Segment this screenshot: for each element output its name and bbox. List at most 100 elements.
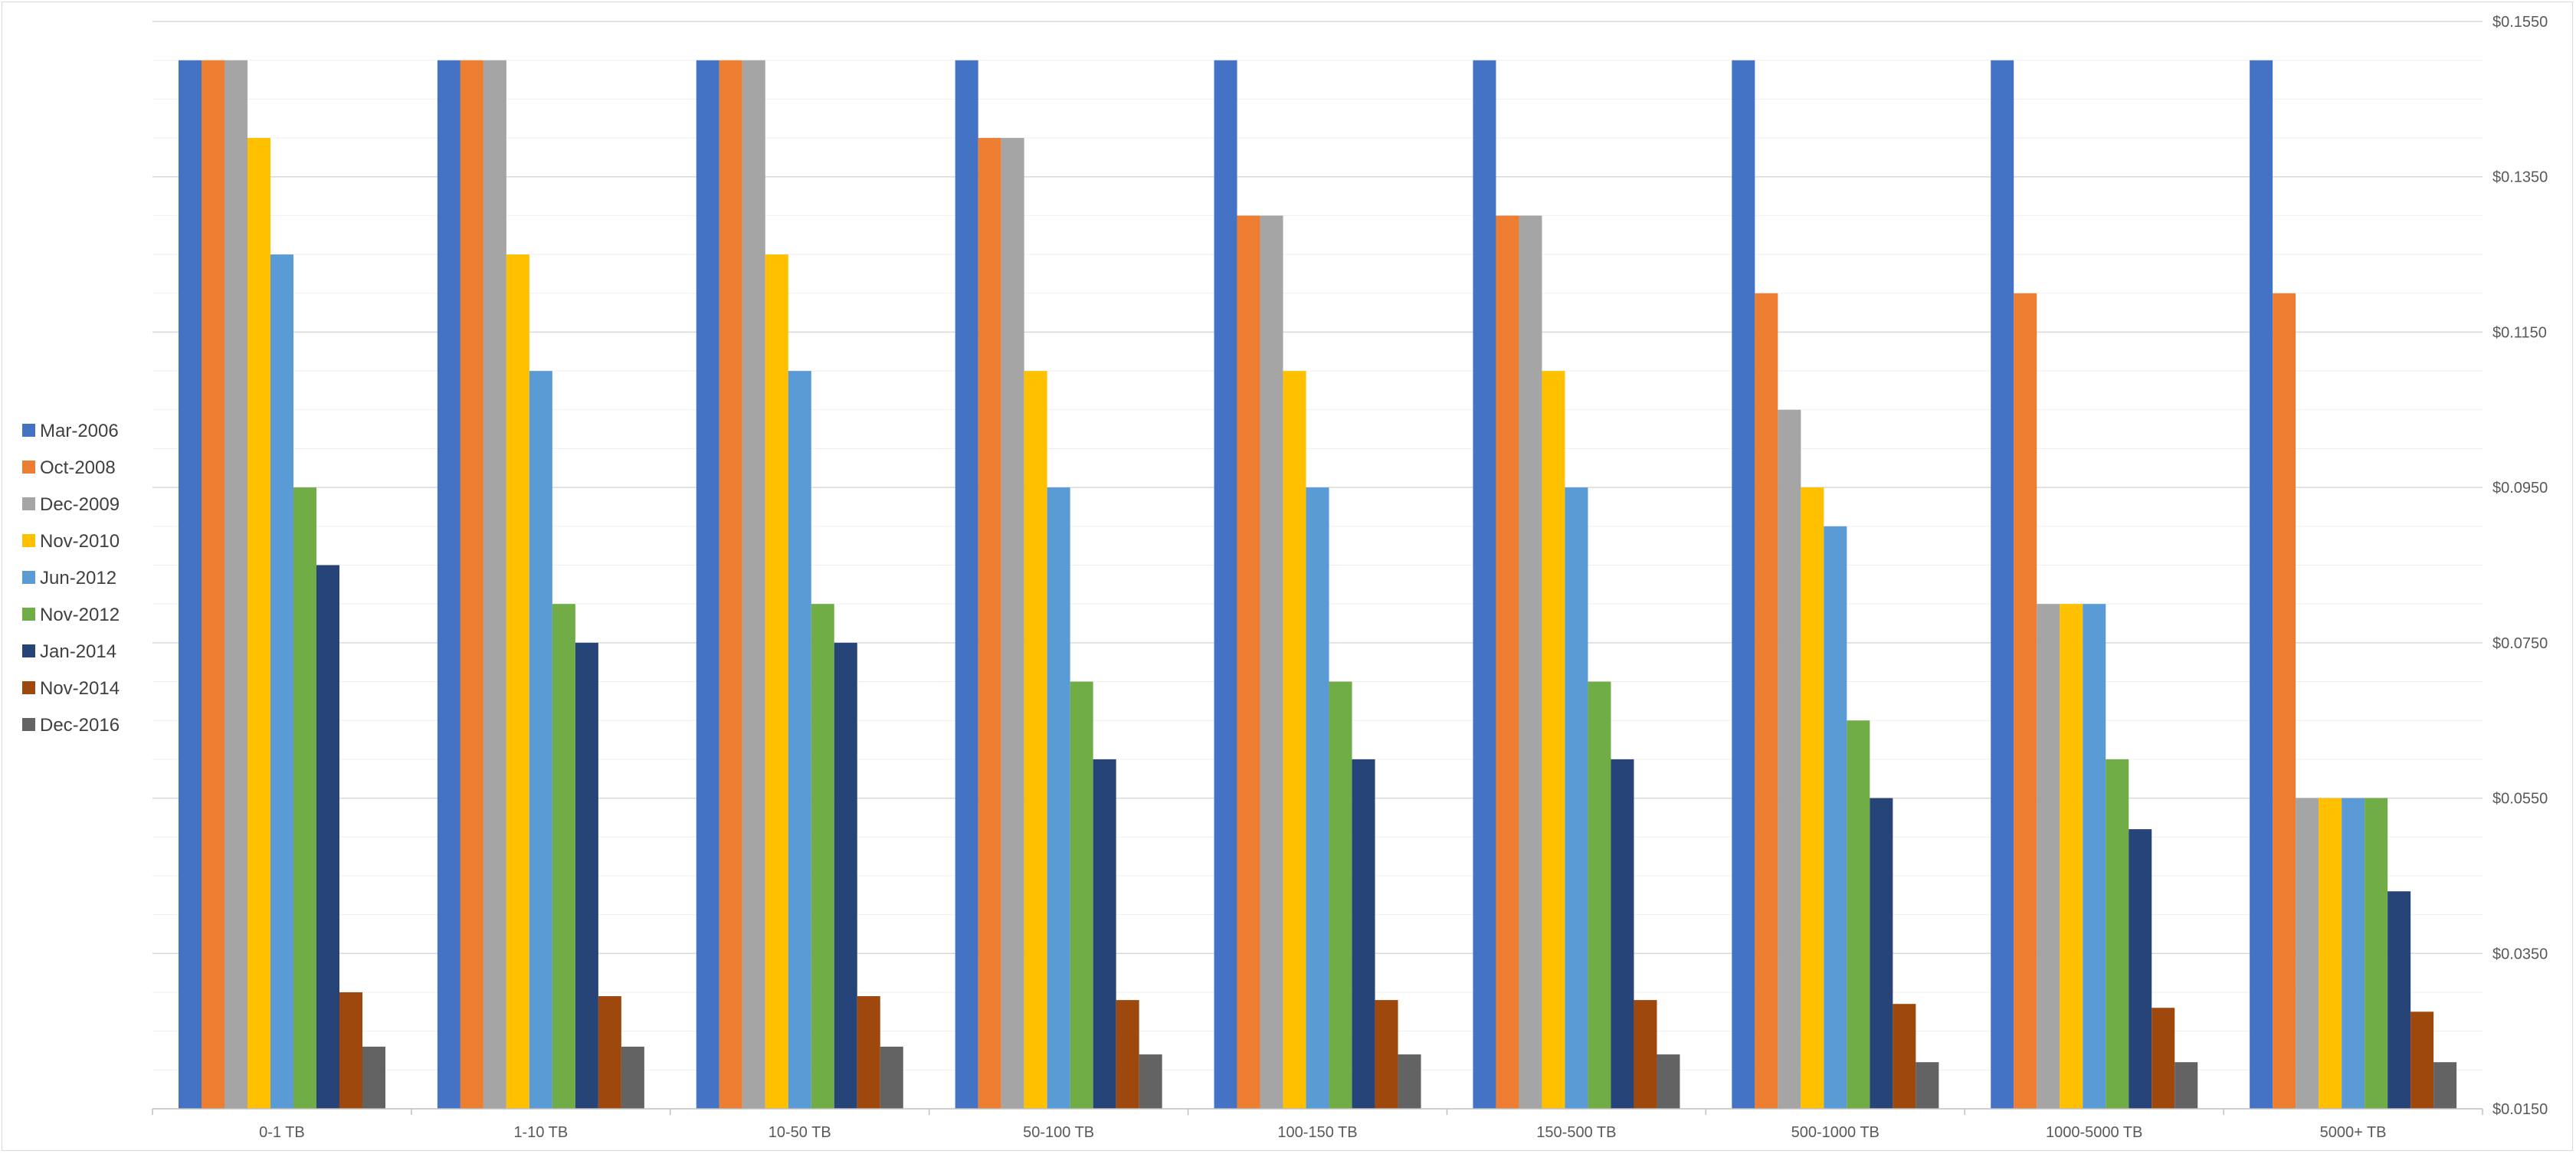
bar-nov-2014 [598, 996, 621, 1109]
bar-dec-2016 [2433, 1062, 2457, 1109]
bar-dec-2009 [1778, 409, 1801, 1109]
bar-nov-2010 [506, 254, 529, 1110]
y-tick-label: $0.0950 [2492, 480, 2548, 497]
x-tick-label: 1000-5000 TB [2046, 1124, 2142, 1141]
bar-dec-2009 [1519, 215, 1542, 1110]
bar-nov-2010 [247, 138, 270, 1109]
bar-oct-2008 [1755, 293, 1778, 1109]
bar-nov-2012 [1847, 720, 1870, 1109]
bar-dec-2009 [742, 60, 765, 1109]
y-tick-label: $0.1150 [2492, 324, 2547, 341]
legend-label: Jan-2014 [40, 641, 116, 662]
legend-label: Jun-2012 [40, 568, 116, 588]
bar-nov-2014 [1634, 1000, 1657, 1109]
bar-dec-2009 [1260, 215, 1283, 1110]
bar-dec-2009 [2037, 604, 2060, 1109]
legend-swatch-nov-2014 [22, 681, 35, 694]
bar-jun-2012 [1047, 487, 1070, 1109]
bar-mar-2006 [696, 60, 719, 1109]
bar-nov-2014 [1375, 1000, 1398, 1109]
bar-jun-2012 [529, 371, 552, 1109]
legend-swatch-jun-2012 [22, 571, 35, 584]
bar-oct-2008 [719, 60, 742, 1109]
bar-dec-2016 [1657, 1054, 1680, 1109]
bar-nov-2010 [1801, 487, 1824, 1109]
bar-jun-2012 [1824, 526, 1847, 1109]
x-axis: 0-1 TB 1-10 TB 10-50 TB 50-100 TB 100-150 TB… [152, 1108, 2483, 1141]
bar-oct-2008 [1496, 215, 1519, 1110]
y-tick-label: $0.1550 [2492, 14, 2548, 31]
y-tick-label: $0.1350 [2492, 169, 2548, 186]
bar-jan-2014 [1611, 759, 1634, 1109]
bar-mar-2006 [1473, 60, 1496, 1109]
bar-nov-2012 [1329, 681, 1352, 1109]
bar-nov-2012 [2106, 759, 2129, 1109]
bar-dec-2016 [1916, 1062, 1939, 1109]
legend-label: Mar-2006 [40, 421, 119, 441]
bar-jun-2012 [2083, 604, 2106, 1109]
bar-nov-2012 [2365, 798, 2388, 1109]
bar-nov-2014 [2410, 1011, 2434, 1109]
bar-jan-2014 [1870, 798, 1893, 1109]
x-tick-label: 5000+ TB [2320, 1124, 2387, 1141]
bar-mar-2006 [1732, 60, 1755, 1109]
y-tick-label: $0.0750 [2492, 635, 2548, 652]
x-tick-label: 500-1000 TB [1791, 1124, 1880, 1141]
bar-dec-2016 [2175, 1062, 2198, 1109]
bar-nov-2010 [2319, 798, 2342, 1109]
bar-jan-2014 [575, 642, 598, 1109]
bar-jun-2012 [2342, 798, 2365, 1109]
x-tick-label: 0-1 TB [259, 1124, 305, 1141]
legend-swatch-mar-2006 [22, 424, 35, 437]
bar-oct-2008 [2273, 293, 2296, 1109]
legend-swatch-dec-2016 [22, 718, 35, 731]
bar-nov-2014 [339, 992, 362, 1109]
x-tick-label: 10-50 TB [769, 1124, 831, 1141]
legend-label: Nov-2012 [40, 605, 120, 625]
bar-nov-2014 [1893, 1004, 1916, 1109]
x-tick-label: 1-10 TB [513, 1124, 568, 1141]
x-tick-label: 100-150 TB [1277, 1124, 1357, 1141]
bar-mar-2006 [437, 60, 460, 1109]
legend-swatch-oct-2008 [22, 461, 35, 474]
bar-oct-2008 [1237, 215, 1260, 1110]
y-tick-label: $0.0150 [2492, 1101, 2548, 1118]
bar-mar-2006 [1991, 60, 2014, 1109]
bar-mar-2006 [2250, 60, 2273, 1109]
bar-dec-2009 [1001, 138, 1024, 1109]
legend-swatch-dec-2009 [22, 497, 35, 510]
bar-jun-2012 [1565, 487, 1588, 1109]
bar-mar-2006 [955, 60, 978, 1109]
legend-label: Dec-2016 [40, 715, 120, 736]
legend-label: Nov-2010 [40, 531, 120, 552]
bar-dec-2009 [483, 60, 506, 1109]
bar-nov-2014 [857, 996, 880, 1109]
y-axis: $0.0150 $0.0350 $0.0550 $0.0750 $0.0950 $0.11… [2492, 14, 2548, 1118]
bar-oct-2008 [202, 60, 224, 1109]
bar-jun-2012 [270, 254, 293, 1110]
bar-oct-2008 [2014, 293, 2037, 1109]
bar-dec-2016 [880, 1046, 903, 1109]
bar-jan-2014 [834, 642, 857, 1109]
bar-dec-2016 [621, 1046, 644, 1109]
bar-nov-2014 [1116, 1000, 1139, 1109]
bar-dec-2009 [224, 60, 247, 1109]
bar-nov-2010 [765, 254, 788, 1110]
bar-nov-2010 [1283, 371, 1306, 1109]
bar-jan-2014 [2129, 829, 2152, 1109]
bar-dec-2016 [1398, 1054, 1421, 1109]
bar-series-group [179, 60, 2457, 1110]
bar-dec-2009 [2296, 798, 2319, 1109]
legend-swatch-nov-2012 [22, 608, 35, 621]
bar-nov-2012 [293, 487, 316, 1109]
bar-nov-2010 [1542, 371, 1565, 1109]
bar-nov-2012 [1588, 681, 1611, 1109]
bar-jan-2014 [316, 565, 339, 1109]
bar-nov-2010 [1024, 371, 1047, 1109]
bar-jun-2012 [1306, 487, 1329, 1109]
y-tick-label: $0.0350 [2492, 946, 2548, 962]
bar-jan-2014 [1093, 759, 1116, 1109]
bar-jan-2014 [1352, 759, 1375, 1109]
